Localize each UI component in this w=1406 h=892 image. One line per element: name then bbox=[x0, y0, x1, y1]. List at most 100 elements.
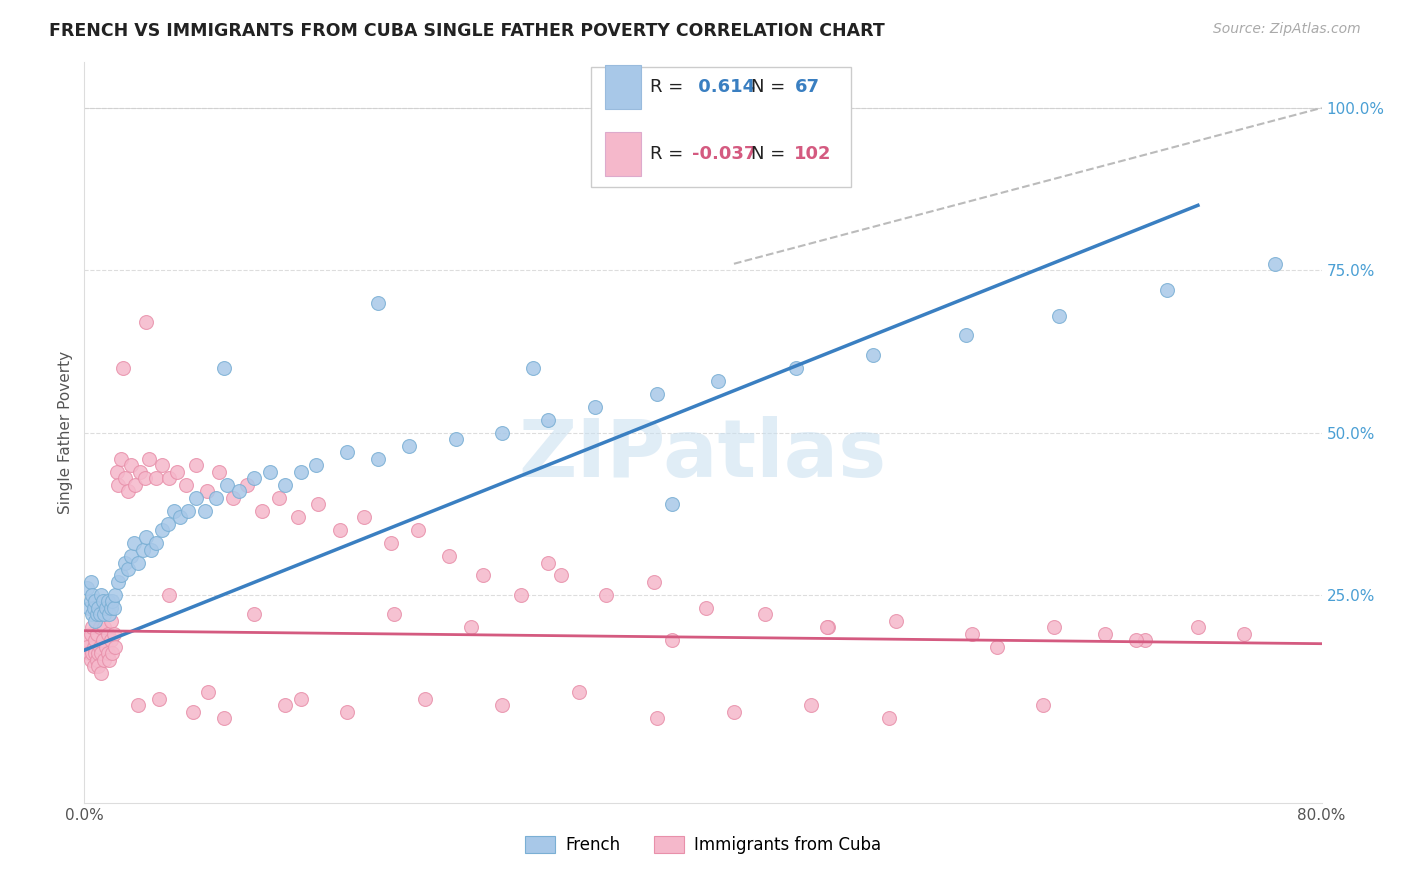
Point bbox=[127, 556, 149, 570]
Point bbox=[1187, 620, 1209, 634]
Point bbox=[84, 647, 107, 661]
Point bbox=[120, 458, 142, 472]
Point bbox=[274, 477, 297, 491]
Point bbox=[107, 574, 129, 589]
Point bbox=[336, 445, 359, 459]
Point bbox=[77, 601, 100, 615]
Point bbox=[509, 588, 531, 602]
Point bbox=[235, 477, 259, 491]
Point bbox=[134, 471, 156, 485]
Point bbox=[163, 503, 186, 517]
Point bbox=[98, 653, 121, 667]
Point bbox=[181, 705, 204, 719]
Point bbox=[886, 614, 908, 628]
Point bbox=[101, 594, 124, 608]
Point bbox=[129, 465, 152, 479]
Point bbox=[195, 484, 218, 499]
Legend: French, Immigrants from Cuba: French, Immigrants from Cuba bbox=[519, 830, 887, 861]
Point bbox=[439, 549, 461, 563]
Point bbox=[90, 665, 112, 680]
Point bbox=[707, 374, 730, 388]
Point bbox=[960, 627, 983, 641]
Point bbox=[460, 620, 482, 634]
Point bbox=[205, 491, 228, 505]
Point bbox=[754, 607, 776, 622]
Point bbox=[1094, 627, 1116, 641]
Point bbox=[212, 360, 235, 375]
Point bbox=[96, 627, 118, 641]
Point bbox=[96, 594, 118, 608]
Point bbox=[135, 529, 157, 543]
Point bbox=[114, 471, 136, 485]
Point bbox=[90, 647, 112, 661]
Point bbox=[86, 627, 108, 641]
Point bbox=[83, 601, 105, 615]
Point bbox=[408, 523, 430, 537]
Point bbox=[91, 594, 114, 608]
Point bbox=[1264, 257, 1286, 271]
Text: Source: ZipAtlas.com: Source: ZipAtlas.com bbox=[1213, 22, 1361, 37]
Point bbox=[100, 601, 122, 615]
Point bbox=[243, 607, 266, 622]
Point bbox=[367, 451, 389, 466]
Point bbox=[83, 659, 105, 673]
Point bbox=[259, 465, 281, 479]
Point bbox=[120, 549, 142, 563]
Point bbox=[815, 620, 838, 634]
Point bbox=[785, 360, 807, 375]
Point bbox=[79, 627, 101, 641]
Point bbox=[84, 633, 107, 648]
Point bbox=[93, 653, 115, 667]
Point bbox=[87, 647, 110, 661]
Point bbox=[269, 491, 291, 505]
Point bbox=[177, 503, 200, 517]
Point bbox=[1233, 627, 1256, 641]
Point bbox=[110, 568, 132, 582]
Point bbox=[305, 458, 328, 472]
Point bbox=[96, 647, 118, 661]
Point bbox=[145, 536, 167, 550]
Point bbox=[382, 607, 405, 622]
Point bbox=[877, 711, 900, 725]
Point bbox=[583, 400, 606, 414]
Point bbox=[112, 360, 135, 375]
Point bbox=[117, 484, 139, 499]
Point bbox=[290, 465, 312, 479]
Point bbox=[100, 614, 122, 628]
Point bbox=[76, 640, 98, 654]
Point bbox=[82, 620, 104, 634]
Point bbox=[169, 510, 191, 524]
Point bbox=[695, 601, 717, 615]
Point bbox=[145, 471, 167, 485]
Point bbox=[127, 698, 149, 713]
Point bbox=[491, 698, 513, 713]
Point bbox=[491, 425, 513, 440]
Text: FRENCH VS IMMIGRANTS FROM CUBA SINGLE FATHER POVERTY CORRELATION CHART: FRENCH VS IMMIGRANTS FROM CUBA SINGLE FA… bbox=[49, 22, 884, 40]
Point bbox=[159, 588, 180, 602]
Point bbox=[98, 607, 121, 622]
Point bbox=[537, 412, 560, 426]
Point bbox=[94, 640, 117, 654]
Point bbox=[645, 386, 668, 401]
Text: N =: N = bbox=[751, 78, 790, 96]
Point bbox=[87, 601, 110, 615]
Point bbox=[176, 477, 198, 491]
Text: N =: N = bbox=[751, 145, 790, 163]
Point bbox=[101, 647, 124, 661]
Point bbox=[82, 607, 104, 622]
Point bbox=[110, 451, 132, 466]
Point bbox=[76, 582, 98, 596]
Point bbox=[212, 711, 235, 725]
Point bbox=[105, 465, 128, 479]
Point bbox=[117, 562, 139, 576]
Point bbox=[215, 477, 238, 491]
Point bbox=[328, 523, 352, 537]
Point bbox=[87, 659, 110, 673]
Point bbox=[86, 607, 108, 622]
Point bbox=[290, 692, 312, 706]
Point bbox=[79, 574, 101, 589]
Point bbox=[91, 633, 114, 648]
Point bbox=[84, 614, 107, 628]
Point bbox=[1135, 633, 1157, 648]
Point bbox=[150, 523, 173, 537]
